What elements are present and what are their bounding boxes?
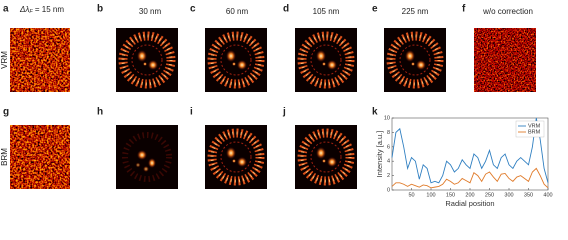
y-tick-label: 10: [384, 115, 390, 121]
legend-label: VRM: [528, 123, 541, 129]
image: [10, 28, 70, 92]
legend-box: [515, 120, 545, 138]
legend-label: BRM: [528, 129, 541, 135]
x-tick-label: 250: [485, 192, 494, 198]
y-tick-label: 6: [387, 144, 390, 150]
panel-letter: g: [3, 107, 9, 118]
data-line: [391, 117, 549, 184]
panel-letter: k: [372, 107, 378, 118]
image: [10, 125, 70, 189]
image: [474, 28, 536, 92]
x-axis-label: Radial position: [445, 199, 494, 208]
x-tick-label: 200: [465, 192, 474, 198]
panel-caption: 105 nm: [313, 7, 340, 16]
panel-caption: 225 nm: [402, 7, 429, 16]
panel-letter: d: [283, 4, 289, 15]
y-tick-label: 8: [387, 130, 390, 136]
image: [295, 125, 357, 189]
row-label: BRM: [0, 148, 9, 166]
x-tick-label: 300: [504, 192, 513, 198]
x-tick-label: 50: [408, 192, 414, 198]
panel-caption: 60 nm: [226, 7, 249, 16]
x-tick-label: 150: [446, 192, 455, 198]
panel-caption: 30 nm: [139, 7, 162, 16]
y-tick-label: 4: [387, 159, 390, 165]
panel-caption: w/o correction: [482, 7, 533, 16]
data-line: [391, 167, 549, 189]
caption-part: = 15 nm: [33, 5, 65, 14]
caption-sub: F: [29, 9, 33, 15]
image: [205, 125, 267, 189]
y-tick-label: 2: [387, 173, 390, 179]
panel-letter: a: [3, 4, 9, 15]
row-label: VRM: [0, 51, 9, 69]
line-chart: 0 2 4 6 8 10 50 100 150 200 250 300 350 400 Radial pos…: [375, 115, 553, 208]
panel-caption: ΔλF = 15 nm: [19, 5, 64, 15]
image: [384, 28, 446, 92]
y-tick-label: 0: [387, 187, 390, 193]
panel-letter: i: [190, 107, 193, 118]
x-tick-label: 100: [426, 192, 435, 198]
figure: a b c d e f g h i j k ΔλF = 15 nm 30 nm …: [0, 4, 553, 208]
x-tick-label: 350: [524, 192, 533, 198]
panel-letter: h: [97, 107, 103, 118]
x-tick-label: 400: [543, 192, 552, 198]
caption-part: Δλ: [19, 5, 29, 14]
image: [295, 28, 357, 92]
y-axis-label: Intensity [a.u.]: [375, 131, 384, 178]
panel-letter: b: [97, 4, 103, 15]
panel-letter: f: [462, 4, 466, 15]
panel-letter: c: [190, 4, 196, 15]
panel-letter: j: [282, 107, 286, 118]
image: [205, 28, 267, 92]
image: [116, 125, 178, 189]
image: [116, 28, 178, 92]
panel-letter: e: [372, 4, 378, 15]
